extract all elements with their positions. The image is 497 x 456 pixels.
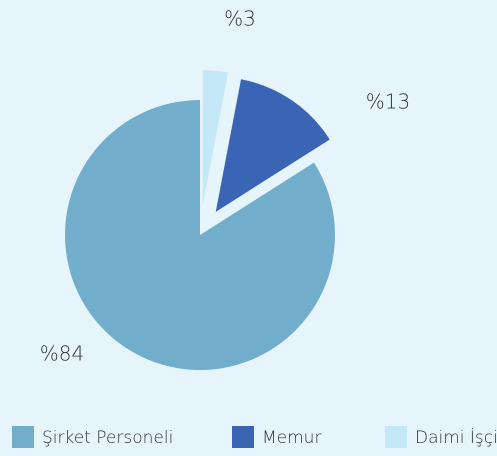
- pie-slice: [215, 79, 330, 212]
- legend-label: Memur: [262, 428, 321, 448]
- legend-swatch: [232, 426, 254, 448]
- legend-label: Daimi İşçi: [415, 427, 497, 448]
- data-label: %13: [366, 90, 410, 114]
- legend-swatch: [385, 426, 407, 448]
- pie-slice: [202, 70, 229, 206]
- legend-swatch: [12, 426, 34, 448]
- data-label: %84: [40, 342, 84, 366]
- legend-label: Şirket Personeli: [42, 428, 173, 448]
- pie-slice: [65, 100, 335, 370]
- data-label: %3: [224, 7, 256, 31]
